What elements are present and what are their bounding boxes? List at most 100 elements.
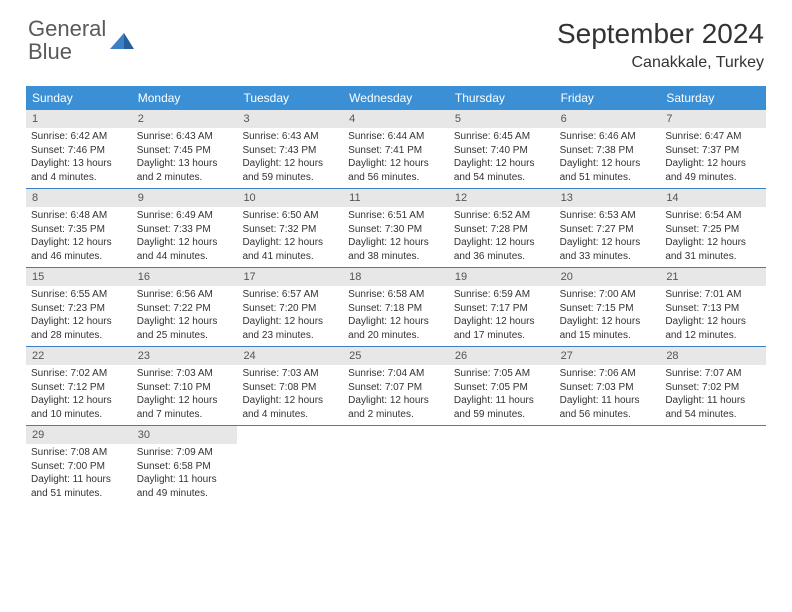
sunrise-line: Sunrise: 7:00 AM [560,288,656,302]
daylight-line: Daylight: 12 hours and 56 minutes. [348,157,444,184]
sunrise-line: Sunrise: 6:59 AM [454,288,550,302]
day-body: Sunrise: 7:03 AMSunset: 7:10 PMDaylight:… [132,365,238,425]
day-header-cell: Saturday [660,86,766,110]
day-body: Sunrise: 7:02 AMSunset: 7:12 PMDaylight:… [26,365,132,425]
sunrise-line: Sunrise: 6:43 AM [242,130,338,144]
day-cell: 20Sunrise: 7:00 AMSunset: 7:15 PMDayligh… [555,268,661,346]
daylight-line: Daylight: 11 hours and 59 minutes. [454,394,550,421]
logo: General Blue [28,18,134,64]
day-body: Sunrise: 7:07 AMSunset: 7:02 PMDaylight:… [660,365,766,425]
empty-cell [449,426,555,504]
sunset-line: Sunset: 7:27 PM [560,223,656,237]
week-row: 15Sunrise: 6:55 AMSunset: 7:23 PMDayligh… [26,268,766,347]
sunrise-line: Sunrise: 6:44 AM [348,130,444,144]
day-cell: 30Sunrise: 7:09 AMSunset: 6:58 PMDayligh… [132,426,238,504]
day-cell: 10Sunrise: 6:50 AMSunset: 7:32 PMDayligh… [237,189,343,267]
day-header-cell: Wednesday [343,86,449,110]
day-cell: 26Sunrise: 7:05 AMSunset: 7:05 PMDayligh… [449,347,555,425]
day-cell: 15Sunrise: 6:55 AMSunset: 7:23 PMDayligh… [26,268,132,346]
daylight-line: Daylight: 12 hours and 33 minutes. [560,236,656,263]
sunset-line: Sunset: 7:07 PM [348,381,444,395]
day-body: Sunrise: 7:06 AMSunset: 7:03 PMDaylight:… [555,365,661,425]
page-header: General Blue September 2024 Canakkale, T… [0,0,792,78]
sunrise-line: Sunrise: 7:07 AM [665,367,761,381]
day-body: Sunrise: 6:45 AMSunset: 7:40 PMDaylight:… [449,128,555,188]
day-body: Sunrise: 6:43 AMSunset: 7:43 PMDaylight:… [237,128,343,188]
day-number: 25 [343,347,449,365]
day-header-cell: Monday [132,86,238,110]
day-number: 12 [449,189,555,207]
day-body: Sunrise: 6:48 AMSunset: 7:35 PMDaylight:… [26,207,132,267]
logo-blue: Blue [28,39,72,64]
day-body: Sunrise: 6:55 AMSunset: 7:23 PMDaylight:… [26,286,132,346]
weeks-container: 1Sunrise: 6:42 AMSunset: 7:46 PMDaylight… [26,110,766,504]
sunrise-line: Sunrise: 7:08 AM [31,446,127,460]
day-cell: 28Sunrise: 7:07 AMSunset: 7:02 PMDayligh… [660,347,766,425]
sunrise-line: Sunrise: 6:48 AM [31,209,127,223]
daylight-line: Daylight: 12 hours and 10 minutes. [31,394,127,421]
daylight-line: Daylight: 11 hours and 51 minutes. [31,473,127,500]
day-header-cell: Tuesday [237,86,343,110]
daylight-line: Daylight: 12 hours and 17 minutes. [454,315,550,342]
day-cell: 4Sunrise: 6:44 AMSunset: 7:41 PMDaylight… [343,110,449,188]
daylight-line: Daylight: 12 hours and 2 minutes. [348,394,444,421]
sunset-line: Sunset: 7:37 PM [665,144,761,158]
day-number: 27 [555,347,661,365]
logo-triangle-icon [110,31,134,51]
daylight-line: Daylight: 12 hours and 25 minutes. [137,315,233,342]
day-body: Sunrise: 6:51 AMSunset: 7:30 PMDaylight:… [343,207,449,267]
sunset-line: Sunset: 7:23 PM [31,302,127,316]
empty-cell [237,426,343,504]
day-number: 6 [555,110,661,128]
daylight-line: Daylight: 12 hours and 12 minutes. [665,315,761,342]
sunrise-line: Sunrise: 6:50 AM [242,209,338,223]
day-number: 23 [132,347,238,365]
week-row: 8Sunrise: 6:48 AMSunset: 7:35 PMDaylight… [26,189,766,268]
day-number: 17 [237,268,343,286]
sunrise-line: Sunrise: 6:56 AM [137,288,233,302]
sunrise-line: Sunrise: 7:02 AM [31,367,127,381]
day-number: 4 [343,110,449,128]
day-number: 5 [449,110,555,128]
day-number: 11 [343,189,449,207]
day-cell: 22Sunrise: 7:02 AMSunset: 7:12 PMDayligh… [26,347,132,425]
day-header-row: SundayMondayTuesdayWednesdayThursdayFrid… [26,86,766,110]
sunrise-line: Sunrise: 7:04 AM [348,367,444,381]
day-cell: 2Sunrise: 6:43 AMSunset: 7:45 PMDaylight… [132,110,238,188]
sunrise-line: Sunrise: 7:03 AM [242,367,338,381]
sunrise-line: Sunrise: 6:51 AM [348,209,444,223]
daylight-line: Daylight: 12 hours and 51 minutes. [560,157,656,184]
day-body: Sunrise: 6:44 AMSunset: 7:41 PMDaylight:… [343,128,449,188]
day-number: 16 [132,268,238,286]
daylight-line: Daylight: 12 hours and 23 minutes. [242,315,338,342]
calendar: SundayMondayTuesdayWednesdayThursdayFrid… [26,86,766,504]
day-body: Sunrise: 7:03 AMSunset: 7:08 PMDaylight:… [237,365,343,425]
day-number: 2 [132,110,238,128]
day-cell: 6Sunrise: 6:46 AMSunset: 7:38 PMDaylight… [555,110,661,188]
day-number: 15 [26,268,132,286]
day-cell: 11Sunrise: 6:51 AMSunset: 7:30 PMDayligh… [343,189,449,267]
day-number: 22 [26,347,132,365]
week-row: 1Sunrise: 6:42 AMSunset: 7:46 PMDaylight… [26,110,766,189]
day-body: Sunrise: 6:50 AMSunset: 7:32 PMDaylight:… [237,207,343,267]
day-body: Sunrise: 6:54 AMSunset: 7:25 PMDaylight:… [660,207,766,267]
daylight-line: Daylight: 12 hours and 41 minutes. [242,236,338,263]
day-number: 20 [555,268,661,286]
day-body: Sunrise: 6:49 AMSunset: 7:33 PMDaylight:… [132,207,238,267]
sunset-line: Sunset: 7:25 PM [665,223,761,237]
day-body: Sunrise: 7:09 AMSunset: 6:58 PMDaylight:… [132,444,238,504]
sunset-line: Sunset: 7:13 PM [665,302,761,316]
daylight-line: Daylight: 12 hours and 36 minutes. [454,236,550,263]
sunset-line: Sunset: 7:35 PM [31,223,127,237]
daylight-line: Daylight: 11 hours and 56 minutes. [560,394,656,421]
logo-general: General [28,16,106,41]
sunset-line: Sunset: 7:00 PM [31,460,127,474]
day-number: 21 [660,268,766,286]
day-body: Sunrise: 6:42 AMSunset: 7:46 PMDaylight:… [26,128,132,188]
day-body: Sunrise: 6:46 AMSunset: 7:38 PMDaylight:… [555,128,661,188]
day-cell: 13Sunrise: 6:53 AMSunset: 7:27 PMDayligh… [555,189,661,267]
sunset-line: Sunset: 7:41 PM [348,144,444,158]
sunrise-line: Sunrise: 6:54 AM [665,209,761,223]
day-cell: 29Sunrise: 7:08 AMSunset: 7:00 PMDayligh… [26,426,132,504]
empty-cell [660,426,766,504]
